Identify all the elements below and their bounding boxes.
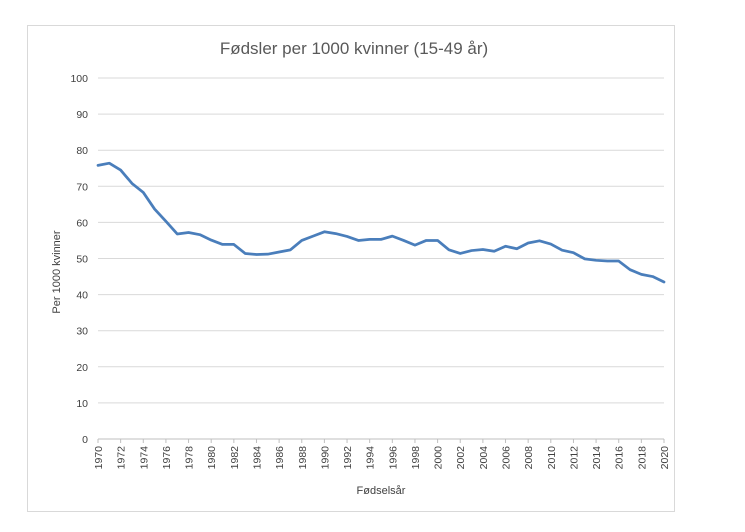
x-tick-label: 2010 [546,446,558,470]
y-tick-label: 0 [82,434,88,446]
x-tick-label: 2000 [433,446,445,470]
x-tick-label: 1970 [93,446,105,470]
x-tick-label: 1980 [206,446,218,470]
x-tick-label: 1998 [410,446,422,470]
y-tick-labels: 0 10 20 30 40 50 60 70 80 90 100 [70,73,88,446]
x-tick-label: 1990 [319,446,331,470]
y-tick-label: 30 [76,326,88,338]
line-chart: Fødsler per 1000 kvinner (15-49 år) 0 10 2… [51,39,671,497]
x-tick-label: 2014 [591,446,603,470]
x-tick-label: 1992 [342,446,354,470]
x-tick-label: 1984 [251,446,263,470]
y-tick-label: 100 [70,73,88,85]
x-tick-label: 1978 [184,446,196,470]
y-axis-label: Per 1000 kvinner [51,230,63,313]
series-line [96,161,666,284]
series-layer [96,161,666,284]
x-tick-label: 2006 [501,446,513,470]
x-tick-label: 1994 [365,446,377,470]
x-tick-label: 2008 [523,446,535,470]
x-tick-label: 1974 [138,446,150,470]
x-tick-label: 1988 [297,446,309,470]
x-tick-label: 2016 [614,446,626,470]
x-tick-label: 1976 [161,446,173,470]
x-tick-label: 2018 [636,446,648,470]
x-tick-labels: 1970 1972 1974 1976 1978 1980 1982 1984 1986 1988… [93,439,671,469]
x-tick-label: 1982 [229,446,241,470]
x-tick-label: 1986 [274,446,286,470]
y-tick-label: 20 [76,362,88,374]
y-tick-label: 10 [76,398,88,410]
y-tick-label: 70 [76,181,88,193]
y-tick-label: 90 [76,109,88,121]
x-tick-label: 2020 [659,446,671,470]
x-tick-label: 1996 [387,446,399,470]
chart-title: Fødsler per 1000 kvinner (15-49 år) [220,39,488,58]
x-tick-label: 2002 [455,446,467,470]
y-tick-label: 60 [76,217,88,229]
y-tick-label: 50 [76,254,88,266]
x-tick-label: 1972 [116,446,128,470]
x-tick-label: 2004 [478,446,490,470]
y-tick-label: 40 [76,290,88,302]
chart-frame: Fødsler per 1000 kvinner (15-49 år) 0 10 2… [27,25,675,512]
gridlines [98,77,664,404]
x-axis-label: Fødselsår [357,485,406,497]
x-tick-label: 2012 [568,446,580,470]
y-tick-label: 80 [76,145,88,157]
